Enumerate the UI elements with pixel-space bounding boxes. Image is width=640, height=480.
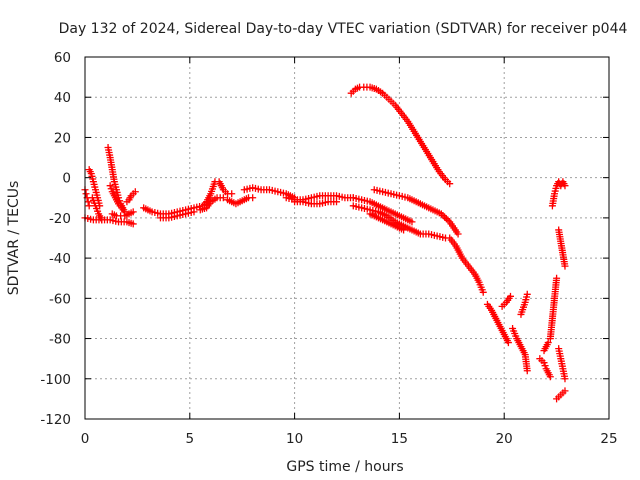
data-point (561, 262, 569, 270)
series-late-drop (555, 345, 569, 383)
y-tick-label: 60 (54, 50, 71, 66)
data-point (84, 198, 92, 206)
data-point (441, 213, 449, 221)
data-point (541, 362, 549, 370)
data-point (523, 290, 531, 298)
data-point (546, 373, 554, 381)
axis-ticks: 0 5 10 15 20 25 -120 -100 -80 -60 -40 -20 0 20 40 60 (40, 50, 617, 447)
series-arc-e (108, 208, 137, 220)
series-main-5 (291, 198, 341, 208)
data-point (523, 367, 531, 375)
data-point (400, 226, 408, 234)
series-bump-2 (196, 194, 227, 214)
series-upper-branch (370, 186, 462, 238)
series-main-6 (349, 194, 416, 226)
series-arc-a (85, 166, 104, 210)
data-point (442, 215, 450, 223)
series-descent-5 (517, 290, 531, 318)
x-tick-label: 15 (391, 431, 408, 447)
data-point (131, 188, 139, 196)
series-main-8 (366, 210, 408, 234)
chart-title: Day 132 of 2024, Sidereal Day-to-day VTE… (59, 21, 628, 37)
y-tick-label: -120 (40, 412, 71, 428)
y-tick-label: -20 (49, 211, 71, 227)
series-late-rise (546, 274, 561, 343)
series-late-1 (536, 355, 554, 381)
y-axis-label: SDTVAR / TECUs (6, 181, 22, 296)
series-arc-high (347, 83, 454, 188)
series-main-3 (240, 184, 299, 202)
data-point (333, 198, 341, 206)
data-point (506, 292, 514, 300)
x-tick-label: 10 (286, 431, 303, 447)
series-late-top (548, 178, 569, 210)
data-point (540, 359, 548, 367)
y-tick-label: 20 (54, 130, 71, 146)
series-late-bottom (553, 387, 569, 403)
data-point (190, 208, 198, 216)
x-tick-label: 0 (81, 431, 90, 447)
data-point (446, 180, 454, 188)
series-late-2 (540, 339, 552, 355)
series-arc-c (104, 144, 129, 216)
y-tick-label: -80 (49, 332, 71, 348)
series-arc-d (106, 182, 129, 216)
y-tick-label: 40 (54, 90, 71, 106)
series-late-isolated (555, 226, 569, 270)
data-point (219, 194, 227, 202)
data-point (439, 211, 447, 219)
series-main-7 (349, 202, 450, 242)
series-descent-4 (509, 325, 531, 375)
data-point (454, 230, 462, 238)
series-main-1 (140, 198, 213, 218)
series-descent-1 (446, 234, 487, 296)
series-bump-3 (224, 194, 257, 208)
data-point (444, 216, 452, 224)
data-point (129, 208, 137, 216)
y-tick-label: -100 (40, 372, 71, 388)
data-point (561, 387, 569, 395)
series-descent-3 (498, 292, 514, 310)
x-axis-label: GPS time / hours (286, 459, 403, 475)
data-point (129, 220, 137, 228)
data-point (553, 274, 561, 282)
series-bump-1 (203, 178, 236, 206)
x-tick-label: 20 (496, 431, 513, 447)
series-arc-start (81, 186, 93, 210)
data-point (85, 202, 93, 210)
data-points (81, 83, 569, 403)
data-point (479, 288, 487, 296)
data-point (561, 182, 569, 190)
data-point (106, 182, 114, 190)
data-point (107, 185, 115, 193)
x-tick-label: 5 (186, 431, 195, 447)
data-point (249, 194, 257, 202)
grid-lines (85, 57, 609, 419)
x-tick-label: 25 (600, 431, 617, 447)
series-main-2 (156, 208, 198, 222)
y-tick-label: -40 (49, 251, 71, 267)
data-point (544, 339, 552, 347)
data-point (408, 218, 416, 226)
data-point (504, 339, 512, 347)
series-descent-2 (483, 300, 512, 347)
y-tick-label: -60 (49, 291, 71, 307)
y-tick-label: 0 (62, 171, 71, 187)
data-point (437, 210, 445, 218)
data-point (228, 190, 236, 198)
data-point (82, 190, 90, 198)
series-arc-f (123, 188, 139, 206)
plot-frame (84, 56, 610, 420)
data-point (561, 375, 569, 383)
